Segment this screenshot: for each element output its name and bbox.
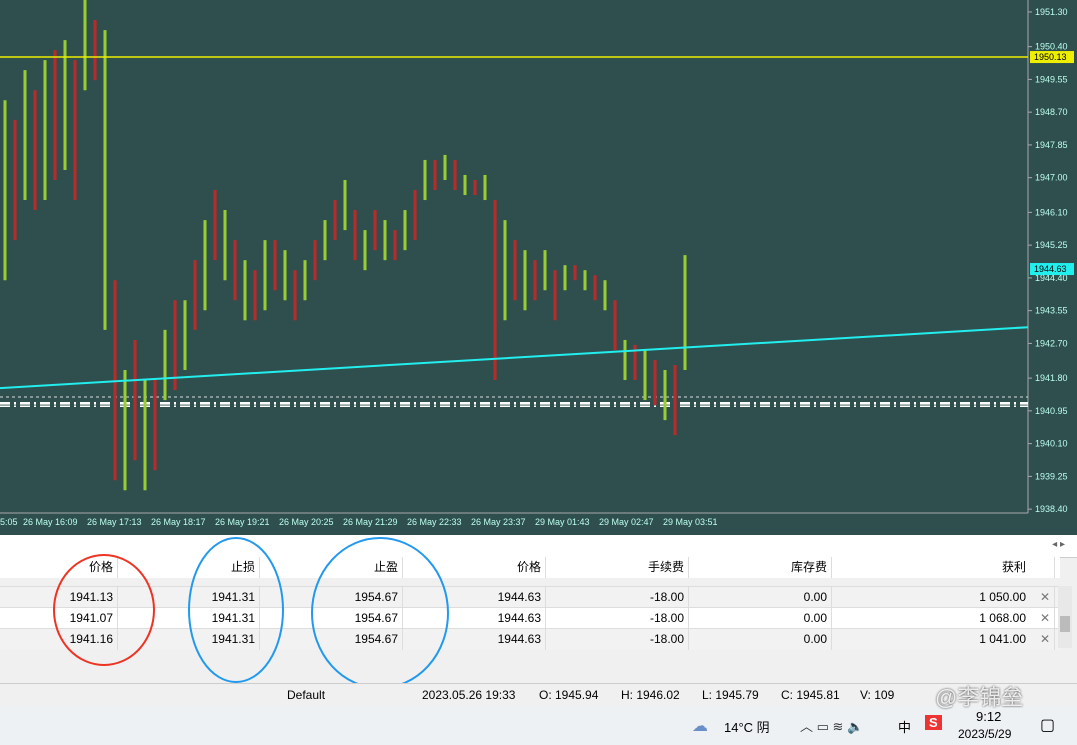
- sogou-icon: S: [925, 715, 942, 730]
- cell: 1941.31: [118, 587, 260, 608]
- y-tick-label: 1944.40: [1035, 273, 1068, 283]
- notify[interactable]: ▢: [1040, 717, 1056, 734]
- cell: 1 068.00: [832, 608, 1055, 629]
- cell: 1954.67: [260, 608, 403, 629]
- y-tick-label: 1942.70: [1035, 338, 1068, 348]
- close-button[interactable]: ✕: [1040, 611, 1051, 625]
- date: 2023/5/29: [958, 727, 1012, 741]
- price-label-bg: [1030, 263, 1074, 276]
- cell: 0.00: [689, 587, 832, 608]
- x-tick-label: 26 May 19:21: [215, 517, 270, 527]
- cell: 0.00: [689, 608, 832, 629]
- cell: 1954.67: [260, 587, 403, 608]
- cell: 1941.16: [0, 629, 118, 650]
- watermark: @李锦垒: [935, 685, 1024, 710]
- x-tick-label: 26 May 22:33: [407, 517, 462, 527]
- y-tick-label: 1946.10: [1035, 207, 1068, 217]
- weather: 14°C 阴: [724, 720, 770, 735]
- y-tick-label: 1941.80: [1035, 373, 1068, 383]
- cell: 1 041.00: [832, 629, 1055, 650]
- y-tick-label: 1939.25: [1035, 471, 1068, 481]
- y-tick-label: 1943.55: [1035, 306, 1068, 316]
- table-row: 1941.07 1941.31 1954.67 1944.63 -18.00 0.00 1 …: [0, 607, 1060, 629]
- status-bar: Default 2023.05.26 19:33 O: 1945.94 H: 1946…: [0, 683, 1077, 706]
- y-tick-label: 1951.30: [1035, 7, 1068, 17]
- status-field: H: 1946.02: [621, 688, 680, 702]
- cell: 1 050.00: [832, 587, 1055, 608]
- header-cell: 库存费: [689, 557, 832, 578]
- y-tick-label: 1947.00: [1035, 173, 1068, 183]
- x-tick-label: 5:05: [0, 517, 18, 527]
- header-cell: 获利: [832, 557, 1055, 578]
- header-cell: 价格: [403, 557, 546, 578]
- x-tick-label: 29 May 01:43: [535, 517, 590, 527]
- x-tick-label: 29 May 02:47: [599, 517, 654, 527]
- cell: 0.00: [689, 629, 832, 650]
- cell: 1944.63: [403, 587, 546, 608]
- y-tick-label: 1940.10: [1035, 439, 1068, 449]
- close-button[interactable]: ✕: [1040, 632, 1051, 646]
- scroll-bar: ◂ ▸: [0, 535, 1077, 558]
- scroll-arrows[interactable]: ◂ ▸: [1052, 539, 1065, 550]
- cloud-icon: ☁: [692, 718, 708, 735]
- header-cell: 止损: [118, 557, 260, 578]
- cell: 1941.13: [0, 587, 118, 608]
- cell: -18.00: [546, 629, 689, 650]
- x-tick-label: 26 May 20:25: [279, 517, 334, 527]
- x-tick-label: 26 May 16:09: [23, 517, 78, 527]
- status-field: 2023.05.26 19:33: [422, 688, 516, 702]
- cell: 1941.07: [0, 608, 118, 629]
- y-tick-label: 1950.40: [1035, 42, 1068, 52]
- scrollbar: [1058, 586, 1072, 648]
- y-tick-label: 1945.25: [1035, 240, 1068, 250]
- level-label: 1950.13: [1034, 52, 1067, 62]
- status-field: L: 1945.79: [702, 688, 759, 702]
- y-tick-label: 1948.70: [1035, 107, 1068, 117]
- cell: -18.00: [546, 608, 689, 629]
- close-button[interactable]: ✕: [1040, 590, 1051, 604]
- header-cell: 价格: [0, 557, 118, 578]
- price-chart: 1951.30 1950.40 1949.55 1948.70 1947.85 1947.…: [0, 0, 1077, 535]
- status-field: V: 109: [860, 688, 895, 702]
- header-cell: 止盈: [260, 557, 403, 578]
- x-tick-label: 26 May 17:13: [87, 517, 142, 527]
- x-tick-label: 29 May 03:51: [663, 517, 718, 527]
- cell: 1944.63: [403, 608, 546, 629]
- y-tick-label: 1947.85: [1035, 140, 1068, 150]
- cell: 1941.31: [118, 629, 260, 650]
- y-tick-label: 1949.55: [1035, 74, 1068, 84]
- status-field: C: 1945.81: [781, 688, 840, 702]
- chart-bg: [0, 0, 1077, 535]
- cell: -18.00: [546, 587, 689, 608]
- table-header: 价格 止损 止盈 价格 手续费 库存费 获利: [0, 557, 1060, 578]
- price-label: 1944.63: [1034, 264, 1067, 274]
- x-tick-label: 26 May 18:17: [151, 517, 206, 527]
- cell: 1944.63: [403, 629, 546, 650]
- x-tick-label: 26 May 23:37: [471, 517, 526, 527]
- taskbar: ☁ 14°C 阴 ︿ ▭ ≋ 🔈 中 S 9:12 2023/5/29 ▢: [0, 706, 1077, 745]
- clock: 9:12: [976, 709, 1002, 724]
- table-row: 1941.13 1941.31 1954.67 1944.63 -18.00 0.00 1 …: [0, 586, 1060, 608]
- y-tick-label: 1938.40: [1035, 504, 1068, 514]
- level-label-bg: [1030, 51, 1074, 64]
- status-field: O: 1945.94: [539, 688, 599, 702]
- cell: 1941.31: [118, 608, 260, 629]
- header-cell: 手续费: [546, 557, 689, 578]
- table-row: 1941.16 1941.31 1954.67 1944.63 -18.00 0.00 1 …: [0, 628, 1060, 650]
- x-tick-label: 26 May 21:29: [343, 517, 398, 527]
- ime: 中: [898, 720, 912, 735]
- tray-icons: ︿ ▭ ≋ 🔈: [800, 719, 864, 734]
- trendline: [0, 326, 1029, 390]
- status-field: Default: [287, 688, 326, 702]
- y-tick-label: 1940.95: [1035, 406, 1068, 416]
- cell: 1954.67: [260, 629, 403, 650]
